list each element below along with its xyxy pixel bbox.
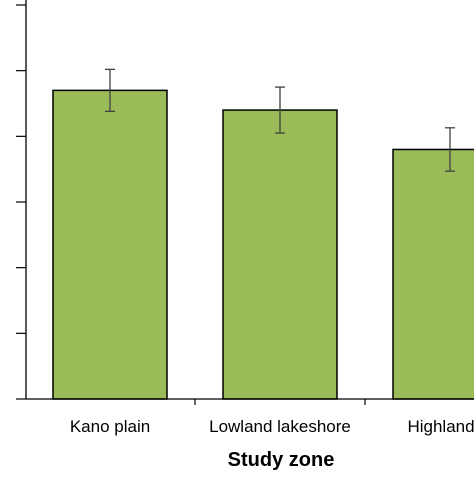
- x-axis-ticks: [194, 399, 366, 405]
- bar-2: [222, 109, 338, 400]
- x-tick-label-2: Lowland lakeshore: [209, 417, 351, 436]
- y-axis-ticks: [16, 4, 26, 400]
- bars-layer: [52, 89, 474, 400]
- error-bars-layer: [105, 68, 455, 172]
- bar-1: [52, 89, 168, 400]
- x-tick-label-1: Kano plain: [70, 417, 150, 436]
- x-tick-label-3: Highland pl: [407, 417, 474, 436]
- x-axis-tick-labels: Kano plain Lowland lakeshore Highland pl: [70, 417, 474, 436]
- x-axis-title: Study zone: [228, 449, 335, 471]
- bar-3: [392, 148, 474, 400]
